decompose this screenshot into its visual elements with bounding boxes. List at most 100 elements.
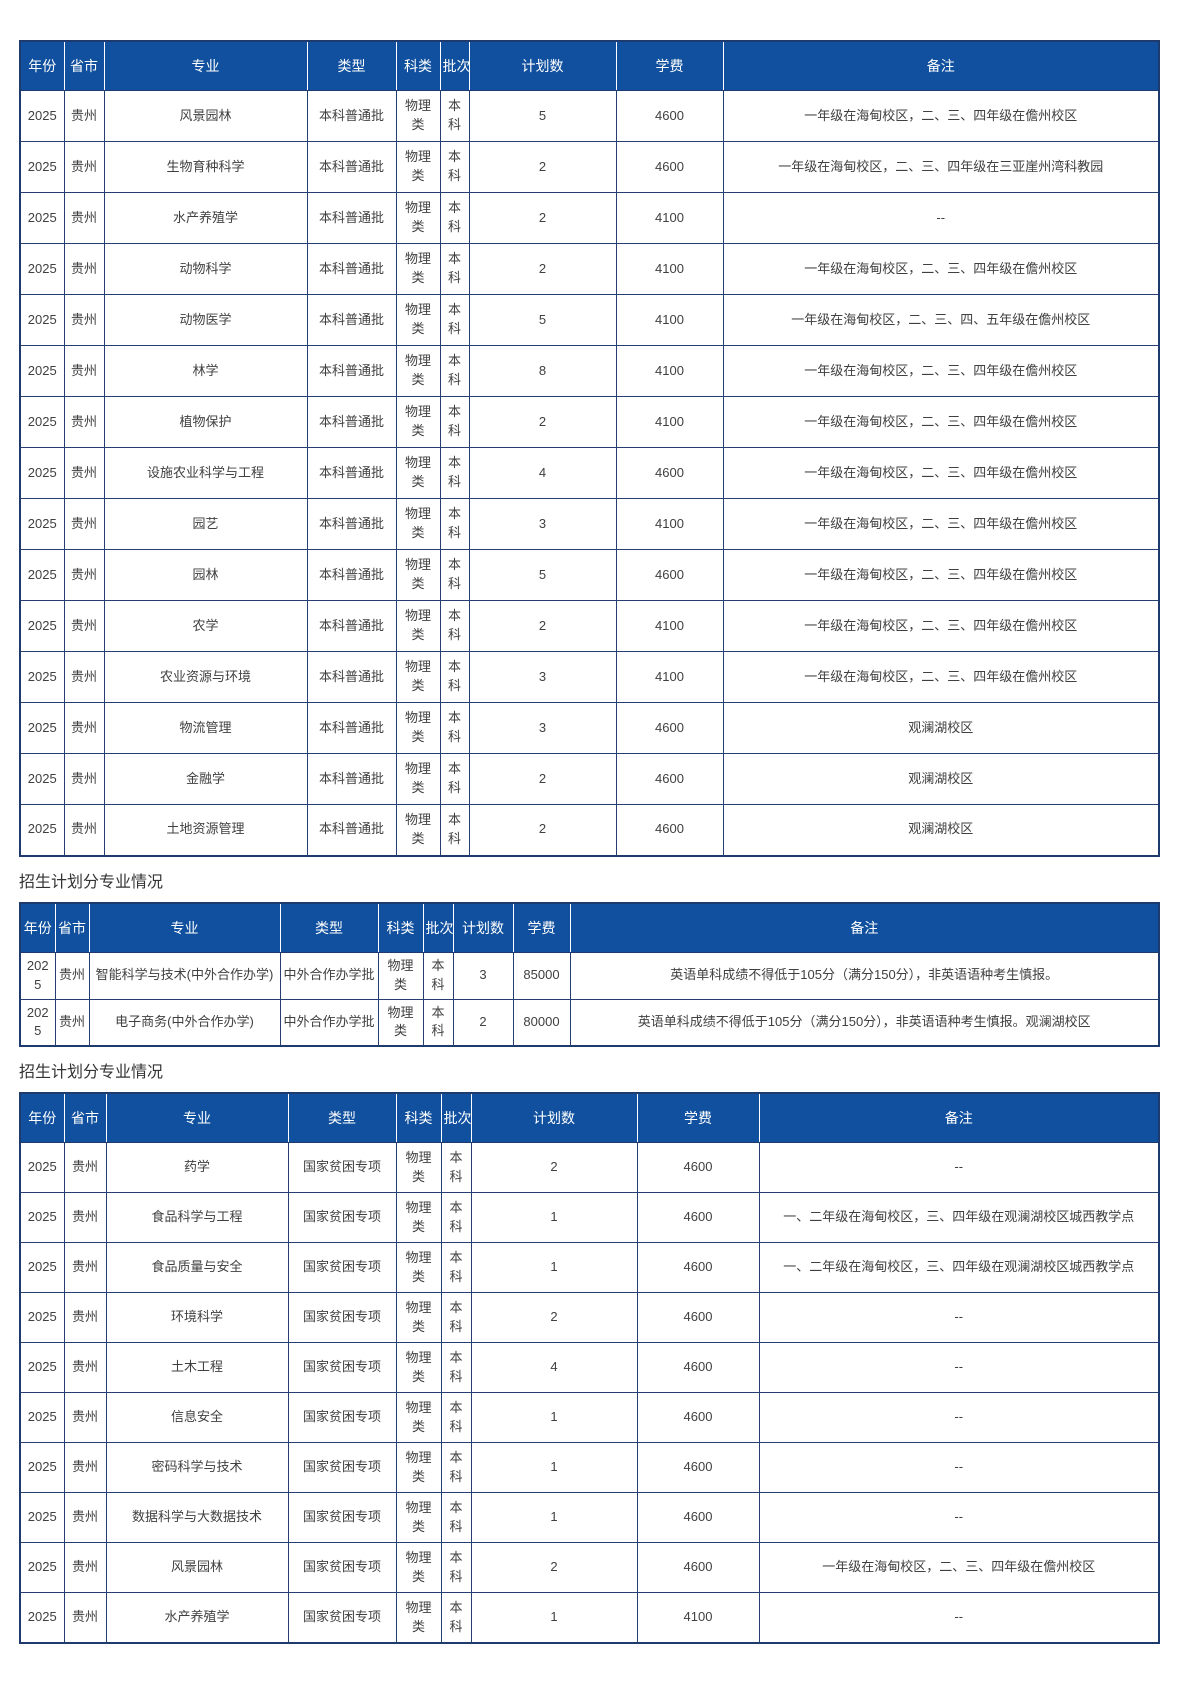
cell-major: 环境科学 xyxy=(105,1292,289,1344)
cell-type: 国家贫困专项 xyxy=(287,1142,397,1194)
cell-year: 2025 xyxy=(19,498,65,550)
cell-major: 食品科学与工程 xyxy=(105,1192,289,1244)
cell-batch: 本科 xyxy=(440,1292,472,1344)
header-cell-province: 省市 xyxy=(63,40,105,91)
cell-province: 贵州 xyxy=(63,1392,107,1444)
cell-major: 物流管理 xyxy=(103,702,308,754)
cell-batch: 本科 xyxy=(439,549,470,601)
cell-year: 2025 xyxy=(19,600,65,652)
cell-plan-count: 2 xyxy=(468,753,617,805)
cell-year: 2025 xyxy=(19,243,65,295)
cell-remark: 一年级在海甸校区，二、三、四年级在儋州校区 xyxy=(722,600,1160,652)
cell-subject-group: 物理类 xyxy=(395,1492,442,1544)
cell-batch: 本科 xyxy=(440,1242,472,1294)
cell-remark: 一、二年级在海甸校区，三、四年级在观澜湖校区城西教学点 xyxy=(758,1192,1160,1244)
cell-major: 水产养殖学 xyxy=(105,1592,289,1644)
admission-plan-table: 年份 省市 专业 类型 科类 批次 计划数 学费 备注 2025 贵州 风景园林 本科普通批 物理类 本科 5… xyxy=(19,40,1160,857)
cell-type: 中外合作办学批 xyxy=(279,951,379,1000)
cell-major: 动物科学 xyxy=(103,243,308,295)
cell-batch: 本科 xyxy=(440,1592,472,1644)
cell-subject-group: 物理类 xyxy=(395,1592,442,1644)
cell-type: 国家贫困专项 xyxy=(287,1342,397,1394)
cell-plan-count: 3 xyxy=(468,498,617,550)
cell-plan-count: 3 xyxy=(468,702,617,754)
cell-subject-group: 物理类 xyxy=(395,1342,442,1394)
cell-subject-group: 物理类 xyxy=(395,498,441,550)
cell-remark: -- xyxy=(758,1342,1160,1394)
cell-type: 本科普通批 xyxy=(306,90,397,142)
cell-tuition: 4600 xyxy=(615,141,724,193)
cell-type: 国家贫困专项 xyxy=(287,1292,397,1344)
cell-tuition: 4600 xyxy=(615,753,724,805)
cell-batch: 本科 xyxy=(439,498,470,550)
cell-province: 贵州 xyxy=(63,651,105,703)
cell-plan-count: 5 xyxy=(468,549,617,601)
cell-tuition: 4600 xyxy=(615,549,724,601)
cell-batch: 本科 xyxy=(440,1392,472,1444)
cell-province: 贵州 xyxy=(63,1342,107,1394)
cell-subject-group: 物理类 xyxy=(395,345,441,397)
cell-tuition: 4600 xyxy=(636,1342,760,1394)
cell-tuition: 4100 xyxy=(615,498,724,550)
cell-province: 贵州 xyxy=(63,1492,107,1544)
header-cell-year: 年份 xyxy=(19,902,56,953)
cell-year: 2025 xyxy=(19,1142,65,1194)
cell-tuition: 4100 xyxy=(615,243,724,295)
header-cell-tuition: 学费 xyxy=(615,40,724,91)
cell-plan-count: 8 xyxy=(468,345,617,397)
cell-plan-count: 1 xyxy=(470,1392,638,1444)
cell-year: 2025 xyxy=(19,753,65,805)
plan-section: 招生计划分专业情况 年份 省市 专业 类型 科类 批次 计划数 学费 备注 2025 贵州 智能科学与技… xyxy=(19,873,1160,1048)
cell-tuition: 4600 xyxy=(636,1142,760,1194)
cell-remark: 一年级在海甸校区，二、三、四年级在儋州校区 xyxy=(758,1542,1160,1594)
table-row: 2025 贵州 金融学 本科普通批 物理类 本科 2 4600 观澜湖校区 xyxy=(19,753,1160,805)
cell-province: 贵州 xyxy=(63,396,105,448)
cell-major: 智能科学与技术(中外合作办学) xyxy=(88,951,281,1000)
cell-remark: -- xyxy=(758,1442,1160,1494)
table-row: 2025 贵州 林学 本科普通批 物理类 本科 8 4100 一年级在海甸校区，二、三、四年级在… xyxy=(19,345,1160,397)
table-row: 2025 贵州 农业资源与环境 本科普通批 物理类 本科 3 4100 一年级在海甸校区，二、三… xyxy=(19,651,1160,703)
header-row: 年份 省市 专业 类型 科类 批次 计划数 学费 备注 xyxy=(19,902,1160,953)
cell-major: 农业资源与环境 xyxy=(103,651,308,703)
cell-year: 2025 xyxy=(19,447,65,499)
cell-type: 本科普通批 xyxy=(306,804,397,856)
cell-remark: 一年级在海甸校区，二、三、四年级在儋州校区 xyxy=(722,498,1160,550)
table-row: 2025 贵州 生物育种科学 本科普通批 物理类 本科 2 4600 一年级在海甸校区，二、三、… xyxy=(19,141,1160,193)
cell-year: 2025 xyxy=(19,141,65,193)
cell-subject-group: 物理类 xyxy=(395,1142,442,1194)
cell-major: 药学 xyxy=(105,1142,289,1194)
cell-subject-group: 物理类 xyxy=(395,651,441,703)
table-row: 2025 贵州 食品科学与工程 国家贫困专项 物理类 本科 1 4600 一、二年级在海甸校区，… xyxy=(19,1192,1160,1244)
cell-province: 贵州 xyxy=(63,1542,107,1594)
cell-province: 贵州 xyxy=(63,447,105,499)
section-title: 招生计划分专业情况 xyxy=(19,873,164,891)
cell-plan-count: 2 xyxy=(452,998,514,1047)
cell-plan-count: 4 xyxy=(470,1342,638,1394)
header-cell-major: 专业 xyxy=(105,1092,289,1144)
cell-remark: 一年级在海甸校区，二、三、四年级在儋州校区 xyxy=(722,345,1160,397)
cell-province: 贵州 xyxy=(63,753,105,805)
cell-type: 本科普通批 xyxy=(306,753,397,805)
cell-remark: 一年级在海甸校区，二、三、四年级在儋州校区 xyxy=(722,396,1160,448)
cell-year: 2025 xyxy=(19,294,65,346)
table-row: 2025 贵州 风景园林 本科普通批 物理类 本科 5 4600 一年级在海甸校区，二、三、四年… xyxy=(19,90,1160,142)
cell-tuition: 4600 xyxy=(636,1542,760,1594)
cell-batch: 本科 xyxy=(440,1142,472,1194)
cell-province: 贵州 xyxy=(63,1192,107,1244)
cell-remark: 一年级在海甸校区，二、三、四年级在儋州校区 xyxy=(722,243,1160,295)
table-row: 2025 贵州 土地资源管理 本科普通批 物理类 本科 2 4600 观澜湖校区 xyxy=(19,804,1160,856)
cell-remark: -- xyxy=(758,1142,1160,1194)
header-cell-plan-count: 计划数 xyxy=(468,40,617,91)
cell-subject-group: 物理类 xyxy=(395,141,441,193)
cell-tuition: 4100 xyxy=(615,192,724,244)
cell-major: 园林 xyxy=(103,549,308,601)
cell-major: 数据科学与大数据技术 xyxy=(105,1492,289,1544)
cell-type: 本科普通批 xyxy=(306,294,397,346)
cell-province: 贵州 xyxy=(63,90,105,142)
cell-tuition: 4600 xyxy=(636,1242,760,1294)
cell-type: 本科普通批 xyxy=(306,498,397,550)
cell-major: 园艺 xyxy=(103,498,308,550)
cell-subject-group: 物理类 xyxy=(395,549,441,601)
cell-batch: 本科 xyxy=(439,243,470,295)
cell-remark: 一年级在海甸校区，二、三、四、五年级在儋州校区 xyxy=(722,294,1160,346)
